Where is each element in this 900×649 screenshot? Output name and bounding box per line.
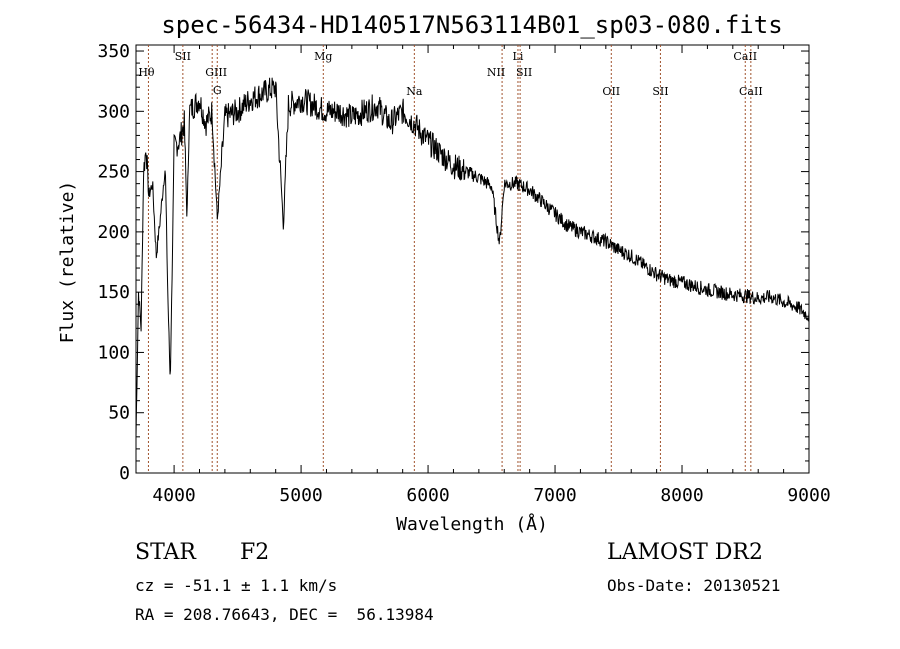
- plot-frame: [135, 44, 810, 474]
- spectral-line-label: Mg: [314, 50, 332, 63]
- x-tick-label: 9000: [787, 485, 830, 506]
- y-axis-label: Flux (relative): [57, 181, 78, 344]
- x-tick-label: 8000: [660, 485, 703, 506]
- y-tick-label: 0: [119, 463, 130, 484]
- y-tick-label: 100: [97, 342, 130, 363]
- y-tick-label: 350: [97, 41, 130, 62]
- object-type: STAR: [135, 540, 196, 565]
- coordinates: RA = 208.76643, DEC = 56.13984: [135, 605, 434, 624]
- x-tick-label: 4000: [152, 485, 195, 506]
- y-tick-label: 250: [97, 162, 130, 183]
- emission-lines: Hθ SII GIII G Mg Na Li NII SII OII SII CaII CaII: [138, 45, 763, 473]
- spectral-line-label: SII: [175, 50, 191, 63]
- subclass: F2: [240, 540, 270, 565]
- spectral-line-label: G: [213, 84, 222, 97]
- axes: 4000 5000 6000 7000 8000 9000 0 50 100 150 200 250 3…: [97, 41, 830, 506]
- survey-name: LAMOST DR2: [607, 540, 763, 565]
- spectral-line-label: Li: [513, 50, 524, 63]
- velocity: cz = -51.1 ± 1.1 km/s: [135, 576, 338, 595]
- spectral-line-label: NII: [487, 66, 505, 79]
- spectral-line-label: SII: [516, 66, 532, 79]
- y-tick-label: 300: [97, 101, 130, 122]
- y-tick-label: 50: [108, 403, 130, 424]
- spectral-line-label: CaII: [733, 50, 757, 63]
- chart-title: spec-56434-HD140517N563114B01_sp03-080.f…: [161, 11, 782, 39]
- y-tick-label: 150: [97, 282, 130, 303]
- spectrum-line: [135, 77, 810, 438]
- spectral-line-label: SII: [652, 85, 668, 98]
- x-tick-label: 7000: [533, 485, 576, 506]
- spectral-line-label: Na: [406, 85, 423, 98]
- obs-date: Obs-Date: 20130521: [607, 576, 781, 595]
- x-tick-label: 5000: [279, 485, 322, 506]
- spectral-line-label: GIII: [205, 66, 227, 79]
- x-axis-label: Wavelength (Å): [396, 513, 548, 535]
- x-tick-label: 6000: [406, 485, 449, 506]
- spectral-line-label: OII: [602, 85, 620, 98]
- spectrum-series: [135, 77, 810, 438]
- spectral-line-label: Hθ: [138, 66, 155, 79]
- spectral-line-label: CaII: [739, 85, 763, 98]
- y-tick-label: 200: [97, 222, 130, 243]
